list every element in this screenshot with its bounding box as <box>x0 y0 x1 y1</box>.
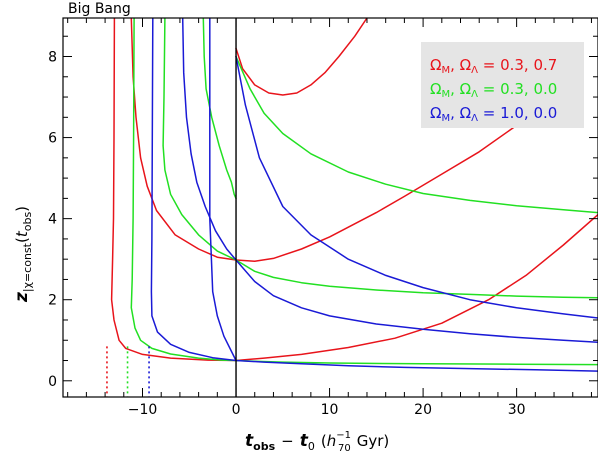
legend-entry-0: ΩM, ΩΛ = 0.3, 0.7 <box>430 56 557 76</box>
curve-2-4 <box>235 259 598 344</box>
x-tick-label: 30 <box>508 402 526 418</box>
y-tick-label: 6 <box>48 131 57 147</box>
curve-2-5 <box>235 359 598 372</box>
plot-frame <box>62 17 598 398</box>
x-tick-label: 20 <box>414 402 432 418</box>
curve-1-2 <box>202 18 237 200</box>
curve-1-4 <box>235 259 598 299</box>
axis-ticks: −10 0 10 20 30 0 2 4 6 8 <box>48 18 598 418</box>
x-tick-label: 10 <box>321 402 339 418</box>
curve-1-0 <box>130 18 237 362</box>
curve-2-1 <box>181 18 237 261</box>
plot-curves <box>106 18 598 397</box>
curve-2-0 <box>150 18 237 362</box>
x-axis-label: tobs − t0 (h−1 70 Gyr) <box>245 430 389 453</box>
y-tick-label: 2 <box>48 293 57 309</box>
curve-1-3 <box>235 55 598 214</box>
y-axis-label: z|χ=const(tobs) <box>12 206 34 303</box>
curve-2-3 <box>235 55 598 319</box>
curve-2-2 <box>209 18 237 362</box>
legend-entry-1: ΩM, ΩΛ = 0.3, 0.0 <box>430 80 557 100</box>
x-tick-label: 0 <box>232 402 241 418</box>
curve-0-3 <box>235 104 546 262</box>
legend-entry-2: ΩM, ΩΛ = 1.0, 0.0 <box>430 104 557 124</box>
y-tick-label: 0 <box>48 374 57 390</box>
curve-0-4 <box>235 213 598 362</box>
curve-0-2 <box>235 18 368 96</box>
curve-1-1 <box>162 18 237 261</box>
curve-0-0 <box>110 18 237 362</box>
y-tick-label: 4 <box>48 212 57 228</box>
x-tick-label: −10 <box>128 402 158 418</box>
legend-background <box>421 42 584 128</box>
y-tick-label: 8 <box>48 50 57 66</box>
legend: ΩM, ΩΛ = 0.3, 0.7 ΩM, ΩΛ = 0.3, 0.0 ΩM, … <box>421 42 584 128</box>
big-bang-label: Big Bang <box>68 1 131 17</box>
